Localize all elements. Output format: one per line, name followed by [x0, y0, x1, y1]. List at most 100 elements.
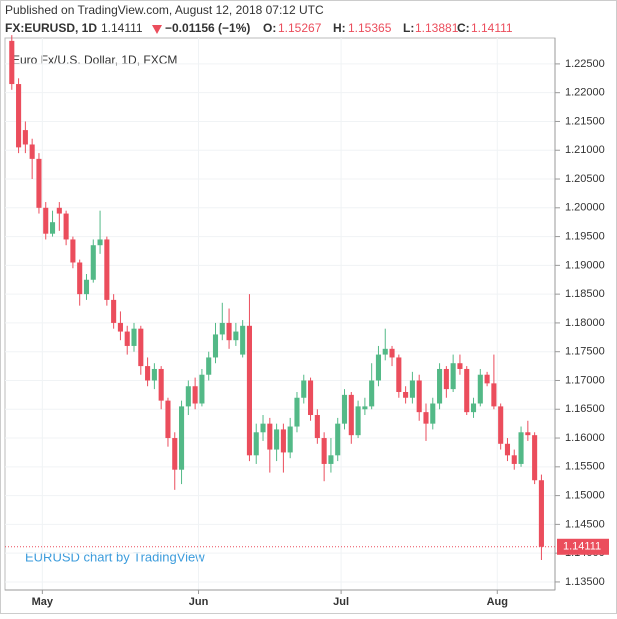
candle-body — [504, 443, 511, 456]
candle-body — [70, 239, 76, 263]
candle-body — [294, 397, 300, 427]
candle-body — [83, 279, 90, 295]
candle-body — [199, 374, 205, 404]
candle-body — [104, 239, 110, 300]
candle-body — [138, 328, 144, 367]
candle-body — [158, 368, 164, 401]
candle-body — [172, 438, 178, 470]
candle-body — [511, 455, 517, 464]
candle-body — [124, 331, 130, 346]
y-tick-label: 1.20500 — [565, 173, 605, 185]
candle-body — [314, 415, 320, 439]
candle-body — [382, 348, 388, 355]
y-tick-label: 1.21500 — [565, 115, 605, 127]
candle-body — [63, 213, 69, 240]
header-text: 1.13881 — [415, 21, 459, 35]
header-text: 1.15365 — [348, 21, 392, 35]
candle-body — [416, 380, 422, 413]
candle-body — [280, 429, 286, 453]
x-tick-label: May — [32, 596, 54, 608]
candle-body — [56, 207, 62, 214]
y-tick-label: 1.20000 — [565, 202, 605, 214]
candle-body — [246, 325, 252, 456]
candle-body — [212, 334, 219, 358]
candle-body — [484, 374, 490, 384]
header-text: 1.15267 — [278, 21, 322, 35]
candle-body — [498, 406, 504, 444]
candle-body — [518, 432, 524, 464]
candle-body — [43, 207, 49, 234]
candle-body — [450, 363, 456, 390]
candle-body — [430, 403, 436, 424]
header-text: H: — [333, 21, 346, 35]
header-text: −0.01156 (−1%) — [165, 21, 250, 35]
candle-body — [16, 84, 22, 148]
candle-body — [375, 354, 382, 381]
candle-body — [491, 383, 497, 407]
header: FX:EURUSD, 1D 1.14111 −0.01156 (−1%) O: 1.15… — [5, 21, 513, 35]
y-tick-label: 1.19000 — [565, 259, 605, 271]
header-text: 1.14111 — [101, 21, 143, 35]
candle-body — [274, 429, 280, 450]
header-text: L: — [403, 21, 414, 35]
y-tick-label: 1.15000 — [565, 490, 605, 502]
candle-body — [477, 374, 483, 404]
candle-body — [538, 480, 544, 547]
y-tick-label: 1.21000 — [565, 144, 605, 156]
y-tick-label: 1.15500 — [565, 461, 605, 473]
candle-body — [532, 435, 538, 481]
candle-body — [90, 245, 96, 280]
candle-body — [226, 322, 232, 341]
candle-body — [321, 438, 327, 464]
last-price-label: 1.14111 — [563, 541, 601, 553]
candle-body — [437, 368, 443, 404]
candle-body — [328, 455, 334, 464]
y-tick-label: 1.19500 — [565, 230, 605, 242]
candle-body — [22, 130, 28, 145]
candle-body — [131, 328, 137, 346]
candle-body — [151, 368, 157, 381]
x-tick-label: Jun — [189, 596, 209, 608]
candle-body — [240, 325, 246, 355]
y-tick-label: 1.16500 — [565, 403, 605, 415]
candle-body — [267, 423, 273, 450]
y-tick-label: 1.16000 — [565, 432, 605, 444]
candle-body — [9, 40, 15, 85]
candle-body — [29, 144, 35, 159]
x-tick-label: Jul — [333, 596, 349, 608]
candle-body — [457, 363, 463, 369]
candle-body — [233, 331, 239, 341]
candle-body — [219, 322, 225, 335]
watermark: EURUSD chart by TradingView — [25, 549, 205, 564]
candle-body — [389, 348, 395, 358]
candle-body — [117, 322, 123, 332]
candle-body — [97, 239, 103, 246]
candle-body — [362, 406, 368, 410]
candle-body — [49, 222, 56, 234]
header-text: C: — [457, 21, 470, 35]
candle-body — [369, 380, 375, 407]
candle-body — [335, 423, 341, 456]
candle-body — [36, 158, 42, 208]
candle-body — [178, 406, 185, 470]
candle-body — [525, 432, 531, 436]
y-tick-label: 1.14500 — [565, 518, 605, 530]
header-text: FX:EURUSD, 1D — [5, 21, 97, 35]
y-tick-label: 1.18500 — [565, 288, 605, 300]
candle-body — [409, 380, 415, 398]
legend: Euro Fx/U.S. Dollar, 1D, FXCM — [12, 53, 177, 67]
last-price-box — [557, 538, 609, 555]
y-tick-label: 1.22500 — [565, 58, 605, 70]
candle-body — [206, 357, 212, 375]
candle-body — [77, 262, 83, 295]
y-tick-label: 1.13500 — [565, 576, 605, 588]
candle-body — [165, 400, 171, 439]
y-tick-label: 1.22000 — [565, 87, 605, 99]
candle-body — [253, 432, 259, 456]
header-text: 1.14111 — [471, 21, 513, 35]
x-tick-label: Aug — [487, 596, 508, 608]
y-tick-label: 1.18000 — [565, 317, 605, 329]
candle-body — [396, 357, 402, 392]
